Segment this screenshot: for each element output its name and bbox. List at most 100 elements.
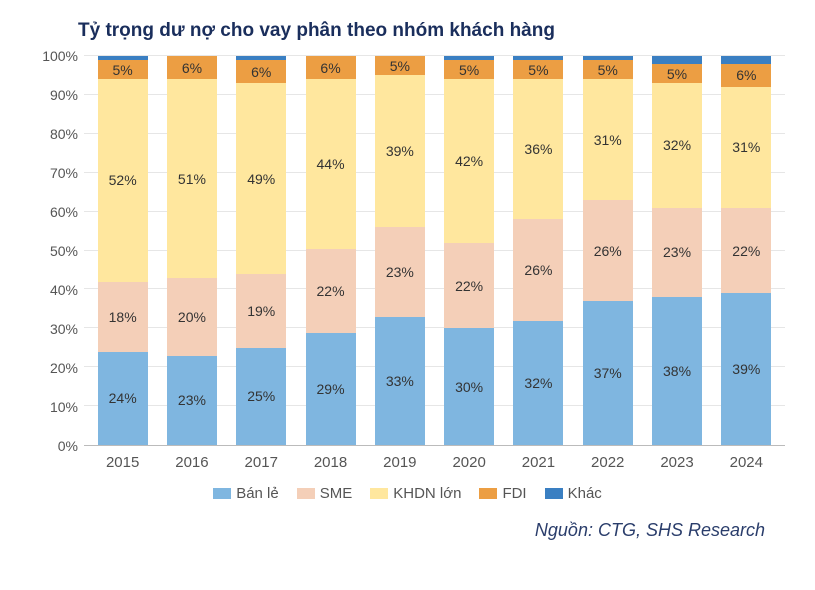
bar-segment-khdn: 36% [513,79,563,219]
bar-segment-sme: 23% [652,208,702,297]
bar-segment-banle: 23% [167,356,217,445]
x-tick-label: 2019 [375,454,425,471]
y-tick-label: 70% [50,165,78,181]
segment-value-label: 52% [109,173,137,187]
bar-segment-fdi: 5% [583,60,633,79]
segment-value-label: 20% [178,310,206,324]
x-tick-label: 2024 [721,454,771,471]
plot-area: 0%10%20%30%40%50%60%70%80%90%100% 24%18%… [30,56,785,446]
segment-value-label: 5% [598,63,618,77]
segment-value-label: 23% [178,393,206,407]
segment-value-label: 49% [247,172,275,186]
bar-column: 33% 23% 39% 5% [375,56,425,445]
bar-segment-khdn: 42% [444,79,494,242]
x-tick-label: 2020 [444,454,494,471]
bar-segment-banle: 30% [444,328,494,445]
segment-value-label: 5% [113,63,133,77]
segment-value-label: 36% [524,142,552,156]
bar-segment-banle: 25% [236,348,286,445]
bar-segment-banle: 32% [513,321,563,445]
y-tick-label: 50% [50,243,78,259]
y-tick-label: 0% [58,438,78,454]
segment-value-label: 26% [524,263,552,277]
y-tick-label: 80% [50,126,78,142]
segment-value-label: 22% [455,279,483,293]
bar-segment-khdn: 31% [721,87,771,208]
bar-segment-banle: 37% [583,301,633,445]
legend-item-khac: Khác [545,485,602,502]
segment-value-label: 6% [182,61,202,75]
bar-segment-sme: 20% [167,278,217,356]
bar-segment-fdi: 6% [236,60,286,83]
legend-swatch [370,488,388,499]
y-tick-label: 10% [50,399,78,415]
legend-swatch [545,488,563,499]
legend: Bán lẻ SME KHDN lớn FDI Khác [30,485,785,502]
legend-swatch [297,488,315,499]
segment-value-label: 31% [732,140,760,154]
bar-segment-sme: 22% [306,249,356,334]
x-tick-label: 2018 [306,454,356,471]
x-tick-label: 2021 [513,454,563,471]
legend-label: Bán lẻ [236,485,279,502]
bar-segment-sme: 26% [513,219,563,320]
bar-segment-fdi: 5% [513,60,563,79]
source-text: Nguồn: CTG, SHS Research [30,520,785,541]
bar-segment-sme: 19% [236,274,286,348]
y-tick-label: 20% [50,360,78,376]
bar-column: 38% 23% 32%5% [652,56,702,445]
bar-segment-fdi: 5% [652,64,702,83]
segment-value-label: 26% [594,244,622,258]
segment-value-label: 23% [663,245,691,259]
segment-value-label: 25% [247,389,275,403]
legend-swatch [479,488,497,499]
legend-label: FDI [502,485,526,502]
legend-item-sme: SME [297,485,353,502]
bar-segment-fdi: 6% [306,56,356,79]
bar-segment-banle: 38% [652,297,702,445]
y-tick-label: 100% [42,48,78,64]
bar-segment-fdi: 6% [167,56,217,79]
bar-segment-khac [721,56,771,64]
legend-label: SME [320,485,353,502]
bar-column: 29%22%44%6% [306,56,356,445]
bar-segment-sme: 26% [583,200,633,301]
legend-label: KHDN lớn [393,485,461,502]
bar-segment-banle: 33% [375,317,425,445]
x-tick-label: 2016 [167,454,217,471]
bar-segment-fdi: 5% [444,60,494,79]
segment-value-label: 42% [455,154,483,168]
bar-segment-khdn: 51% [167,79,217,277]
bar-segment-fdi: 5% [375,56,425,75]
bar-column: 30% 22% 42% 5% [444,56,494,445]
segment-value-label: 6% [251,65,271,79]
segment-value-label: 23% [386,265,414,279]
bar-segment-fdi: 5% [98,60,148,79]
bar-column: 32% 26% 36% 5% [513,56,563,445]
segment-value-label: 31% [594,133,622,147]
segment-value-label: 5% [459,63,479,77]
x-tick-label: 2015 [98,454,148,471]
x-tick-label: 2017 [236,454,286,471]
segment-value-label: 5% [528,63,548,77]
segment-value-label: 44% [317,157,345,171]
bar-segment-khdn: 32% [652,83,702,207]
y-tick-label: 30% [50,321,78,337]
bar-segment-banle: 24% [98,352,148,445]
segment-value-label: 22% [317,284,345,298]
x-tick-label: 2022 [583,454,633,471]
bar-segment-sme: 22% [444,243,494,329]
bar-column: 23% 20% 51% 6% [167,56,217,445]
bar-segment-khdn: 39% [375,75,425,227]
segment-value-label: 39% [732,362,760,376]
segment-value-label: 39% [386,144,414,158]
legend-swatch [213,488,231,499]
bar-segment-khdn: 31% [583,79,633,200]
legend-item-fdi: FDI [479,485,526,502]
legend-item-khdn: KHDN lớn [370,485,461,502]
segment-value-label: 5% [390,59,410,73]
segment-value-label: 33% [386,374,414,388]
segment-value-label: 30% [455,380,483,394]
bar-column: 39%22%31%6% [721,56,771,445]
y-axis: 0%10%20%30%40%50%60%70%80%90%100% [30,56,84,446]
